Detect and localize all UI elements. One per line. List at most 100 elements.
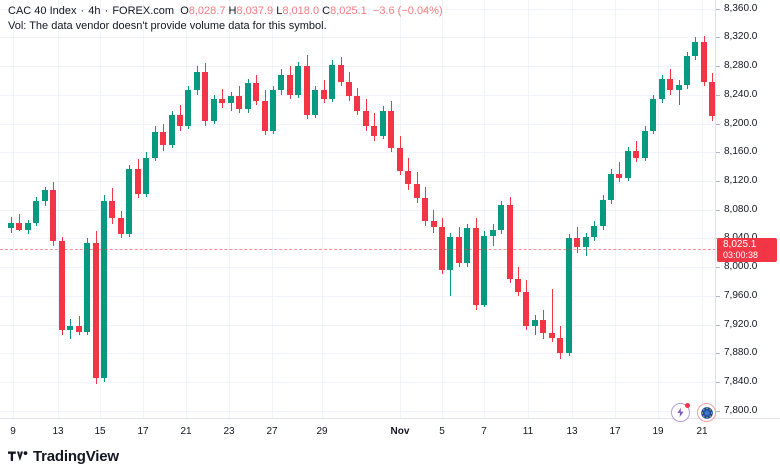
candle-body — [599, 199, 606, 226]
tradingview-logo[interactable]: TradingView — [8, 448, 119, 465]
grid-line-vertical — [528, 0, 529, 418]
globe-icon — [700, 406, 713, 419]
candle-body — [472, 228, 479, 305]
time-tick-label: 15 — [94, 426, 106, 437]
candle-body — [624, 150, 631, 179]
candle-body — [24, 223, 31, 230]
price-tick-label: 7,880.0 — [724, 347, 758, 359]
price-tick-label: 7,920.0 — [724, 318, 758, 330]
time-tick-label: 11 — [522, 426, 534, 437]
time-tick-label: Nov — [390, 426, 410, 437]
candle-body — [16, 222, 23, 230]
grid-line-vertical — [658, 0, 659, 418]
lightning-bolt-icon — [677, 407, 684, 418]
grid-line-horizontal — [0, 94, 716, 96]
time-scale[interactable]: 9 13 15 17 21 23 27 29 Nov 5 7 11 13 17 19 21 — [0, 418, 780, 445]
time-tick-label: 13 — [52, 426, 64, 437]
chart-footer: TradingView — [0, 444, 780, 470]
grid-line-vertical — [58, 0, 59, 418]
price-tick-label: 8,000.0 — [724, 261, 758, 273]
grid-line-horizontal — [0, 8, 716, 10]
time-tick-label: 27 — [266, 426, 278, 437]
candle-body — [50, 189, 57, 242]
candle-body — [219, 99, 226, 104]
price-tick-mark — [716, 8, 720, 10]
candle-body — [464, 228, 471, 263]
candle-wick — [619, 162, 620, 183]
candle-body — [329, 64, 336, 100]
grid-line-vertical — [100, 0, 101, 418]
grid-line-horizontal — [0, 238, 716, 240]
candle-wick — [222, 89, 223, 108]
time-tick-label: 13 — [566, 426, 578, 437]
candle-body — [616, 173, 623, 179]
price-tick-label: 7,840.0 — [724, 376, 758, 388]
candle-body — [84, 242, 91, 332]
candle-body — [143, 158, 150, 194]
time-tick-label: 21 — [696, 426, 708, 437]
price-tick-mark — [716, 353, 720, 355]
candle-body — [41, 189, 48, 202]
candle-body — [388, 110, 395, 148]
candle-body — [396, 147, 403, 171]
candle-body — [607, 173, 614, 200]
grid-line-horizontal — [0, 410, 716, 412]
grid-line-vertical — [272, 0, 273, 418]
candle-body — [253, 83, 260, 101]
tradingview-wordmark: TradingView — [33, 448, 119, 465]
candle-body — [337, 64, 344, 82]
candle-body — [371, 126, 378, 137]
grid-line-horizontal — [0, 324, 716, 326]
grid-line-vertical — [572, 0, 573, 418]
tradingview-mark-icon — [8, 451, 28, 461]
candle-body — [675, 84, 682, 91]
candle-body — [295, 66, 302, 95]
candle-body — [67, 326, 74, 331]
time-tick-label: 17 — [609, 426, 621, 437]
candle-body — [540, 320, 547, 334]
price-tick-label: 8,280.0 — [724, 60, 758, 72]
price-tick-mark — [716, 410, 720, 412]
candle-body — [438, 226, 445, 271]
candle-body — [109, 201, 116, 219]
candle-body — [227, 96, 234, 104]
candle-body — [430, 221, 437, 227]
candle-body — [557, 337, 564, 354]
bar-countdown-timer: 03:00:38 — [723, 250, 759, 261]
candle-body — [700, 41, 707, 82]
time-tick-label: 5 — [439, 426, 445, 437]
candle-body — [565, 238, 572, 354]
current-price-line — [0, 249, 716, 251]
grid-line-vertical — [400, 0, 401, 418]
candle-body — [346, 81, 352, 97]
price-tick-label: 8,160.0 — [724, 146, 758, 158]
candle-body — [202, 71, 209, 121]
current-price-badge[interactable]: 8,025.1 03:00:38 — [717, 238, 777, 263]
market-status-globe-button[interactable] — [697, 403, 716, 422]
notification-dot — [685, 403, 690, 408]
price-tick-label: 8,240.0 — [724, 88, 758, 100]
chart-plot-area[interactable] — [0, 0, 716, 418]
price-tick-mark — [716, 382, 720, 384]
price-tick-mark — [716, 66, 720, 68]
candle-body — [379, 110, 386, 137]
grid-line-horizontal — [0, 123, 716, 125]
candle-wick — [79, 316, 80, 335]
price-tick-mark — [716, 209, 720, 211]
price-tick-label: 8,120.0 — [724, 174, 758, 186]
grid-line-vertical — [186, 0, 187, 418]
candle-body — [8, 222, 14, 228]
candle-body — [658, 79, 665, 100]
grid-line-horizontal — [0, 382, 716, 384]
candle-body — [168, 114, 175, 146]
replay-bolt-button[interactable] — [671, 403, 690, 422]
candle-body — [312, 90, 319, 115]
price-scale[interactable]: 8,025.1 03:00:38 8,360.0 8,320.0 8,280.0 8,… — [715, 0, 780, 418]
candle-body — [489, 229, 496, 236]
grid-line-vertical — [143, 0, 144, 418]
price-tick-mark — [716, 37, 720, 39]
candle-body — [261, 100, 268, 131]
candle-body — [447, 237, 454, 271]
price-tick-mark — [716, 180, 720, 182]
candle-body — [117, 218, 124, 235]
